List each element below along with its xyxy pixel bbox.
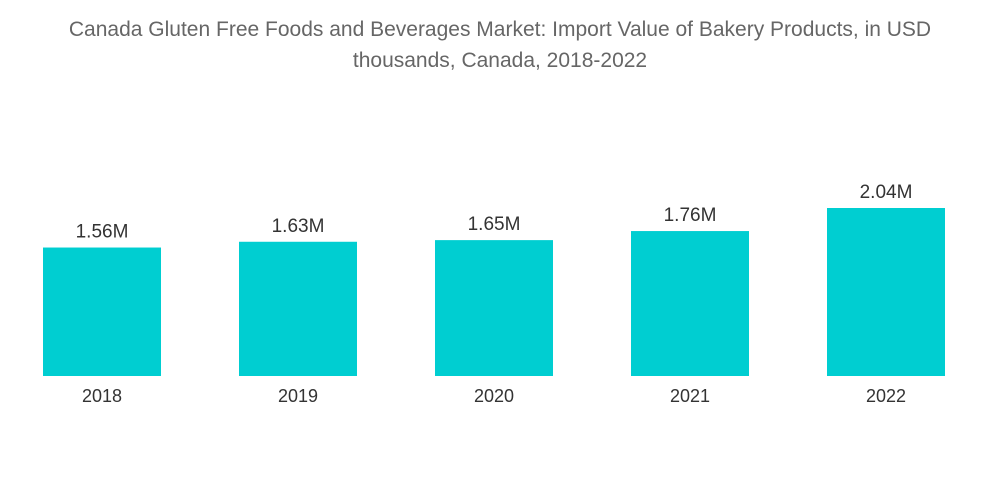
bar-2020 (435, 240, 553, 376)
bar-2019 (239, 241, 357, 376)
value-label-2021: 1.76M (664, 205, 717, 226)
x-tick-labels-group: 2018 2019 2020 2021 2022 (82, 386, 906, 406)
value-label-2022: 2.04M (860, 182, 913, 203)
x-tick-label-2022: 2022 (866, 386, 906, 406)
x-tick-label-2019: 2019 (278, 386, 318, 406)
x-tick-label-2021: 2021 (670, 386, 710, 406)
x-tick-label-2018: 2018 (82, 386, 122, 406)
chart-title: Canada Gluten Free Foods and Beverages M… (68, 18, 932, 72)
bars-group (43, 208, 945, 376)
x-tick-label-2020: 2020 (474, 386, 514, 406)
bar-2021 (631, 231, 749, 376)
value-label-2019: 1.63M (272, 216, 325, 237)
bar-2018 (43, 247, 161, 376)
value-label-2020: 1.65M (468, 214, 521, 235)
value-label-2018: 1.56M (76, 222, 129, 243)
bar-2022 (827, 208, 945, 376)
value-labels-group: 1.56M 1.63M 1.65M 1.76M 2.04M (76, 182, 913, 243)
